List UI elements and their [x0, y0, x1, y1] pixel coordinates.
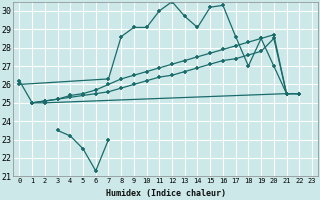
X-axis label: Humidex (Indice chaleur): Humidex (Indice chaleur) [106, 189, 226, 198]
